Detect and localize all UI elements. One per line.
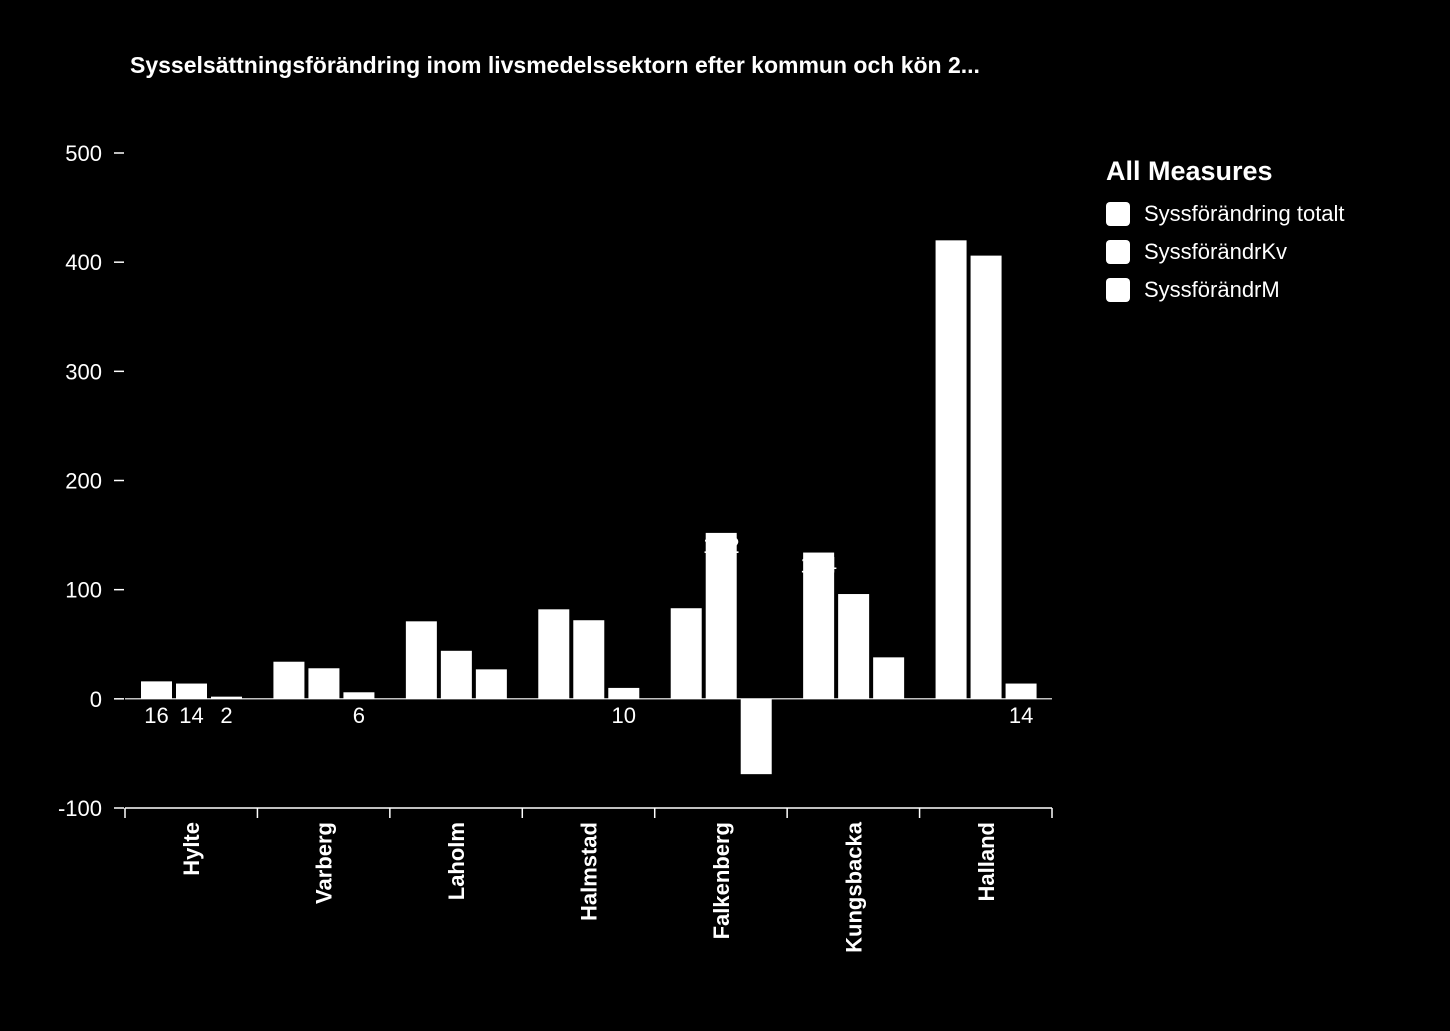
x-category-label: Laholm [444,822,469,900]
bar-halmstad-s1 [573,620,605,699]
y-tick-label: 0 [90,687,102,712]
bar-halmstad-s0 [538,609,570,699]
legend-item-totalt[interactable]: Syssförändring totalt [1106,195,1345,233]
legend-swatch [1106,240,1130,264]
x-category-label: Halland [974,822,999,901]
bar-varberg-s2 [343,692,375,699]
bar-hylte-s0 [141,681,172,699]
y-tick-label: 100 [65,578,102,603]
bar-halmstad-s2 [608,687,640,699]
bar-varberg-s0 [273,661,305,699]
bar-falkenberg-s0 [670,608,702,699]
bar-hylte-s2 [211,696,242,699]
bar-kungsbacka-s2 [873,657,905,699]
y-tick-label: 200 [65,469,102,494]
x-category-label: Varberg [312,822,337,904]
data-label: 16 [144,703,168,728]
data-label: 6 [353,703,365,728]
legend: All Measures Syssförändring totalt Syssf… [1106,156,1345,309]
x-category-label: Hylte [179,822,204,876]
legend-item-m[interactable]: SyssförändrM [1106,271,1345,309]
bar-halland-s0 [935,240,967,699]
legend-title: All Measures [1106,156,1273,186]
legend-label: SyssförändrKv [1144,239,1288,264]
legend-label: Syssförändring totalt [1144,201,1345,226]
y-tick-label: 400 [65,250,102,275]
bar-varberg-s1 [308,668,340,699]
data-label: 10 [612,703,636,728]
bar-falkenberg-s1 [705,532,737,699]
legend-swatch [1106,278,1130,302]
data-label: -69 [740,740,772,765]
x-category-label: Halmstad [577,822,602,921]
bar-falkenberg-s2 [740,698,772,775]
y-tick-label: -100 [58,796,102,821]
bar-laholm-s2 [475,669,507,699]
legend-swatch [1106,202,1130,226]
data-label: 134 [800,553,837,578]
bar-laholm-s1 [440,650,472,699]
bar-halland-s2 [1005,683,1037,699]
bar-hylte-s1 [176,683,207,699]
legend-label: SyssförändrM [1144,277,1280,302]
bar-kungsbacka-s1 [838,594,870,699]
x-category-label: Kungsbacka [841,821,866,953]
chart-title: Sysselsättningsförändring inom livsmedel… [130,52,980,78]
data-label: 14 [1009,703,1033,728]
x-category-label: Falkenberg [709,822,734,939]
bar-kungsbacka-s0 [803,552,835,699]
bar-halland-s1 [970,255,1002,699]
y-tick-label: 500 [65,141,102,166]
data-label: 14 [179,703,203,728]
legend-item-kv[interactable]: SyssförändrKv [1106,233,1345,271]
data-label: 152 [703,533,740,558]
data-label: 2 [220,703,232,728]
bar-laholm-s0 [405,621,437,699]
y-tick-label: 300 [65,359,102,384]
